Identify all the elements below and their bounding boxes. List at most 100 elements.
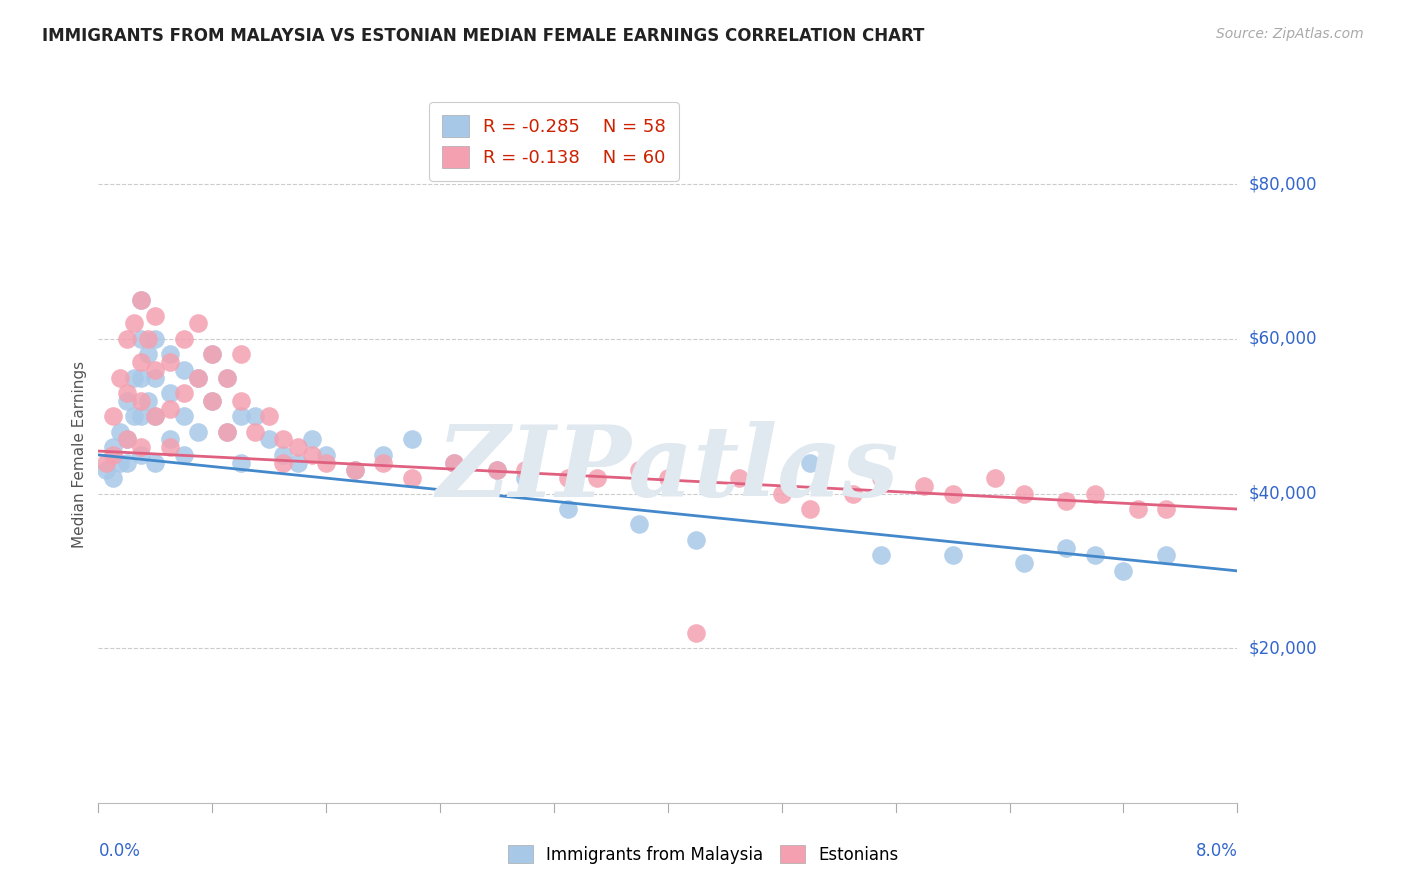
Point [108,425,131,439]
Text: $40,000: $40,000 [1249,484,1317,502]
Point [159,355,181,369]
Y-axis label: Median Female Earnings: Median Female Earnings [72,361,87,549]
Point [136,347,159,361]
Point [443,456,465,470]
Point [870,471,893,485]
Point [315,448,337,462]
Point [685,533,707,547]
Text: 8.0%: 8.0% [1195,842,1237,860]
Point [129,440,152,454]
Point [115,433,138,447]
Point [129,355,152,369]
Point [799,502,821,516]
Point [315,456,337,470]
Point [685,625,707,640]
Point [145,363,167,377]
Point [942,486,965,500]
Point [515,471,537,485]
Point [215,370,238,384]
Point [301,448,323,462]
Point [657,471,679,485]
Point [243,425,266,439]
Point [129,370,152,384]
Point [301,433,323,447]
Point [215,370,238,384]
Point [187,370,209,384]
Point [443,456,465,470]
Point [122,317,145,331]
Point [115,386,138,401]
Point [273,456,295,470]
Point [1056,494,1078,508]
Point [229,456,252,470]
Point [870,549,893,563]
Point [201,393,224,408]
Point [229,409,252,424]
Legend: R = -0.285    N = 58, R = -0.138    N = 60: R = -0.285 N = 58, R = -0.138 N = 60 [429,103,679,180]
Point [1154,502,1177,516]
Point [159,347,181,361]
Point [159,401,181,416]
Point [145,409,167,424]
Point [108,370,131,384]
Point [129,293,152,308]
Point [942,549,965,563]
Point [557,471,579,485]
Point [129,409,152,424]
Point [159,386,181,401]
Point [101,409,124,424]
Point [912,479,935,493]
Point [770,486,793,500]
Point [94,456,117,470]
Point [115,332,138,346]
Point [136,332,159,346]
Point [1084,486,1107,500]
Point [287,440,309,454]
Point [187,425,209,439]
Point [243,409,266,424]
Point [201,393,224,408]
Point [129,393,152,408]
Point [1084,549,1107,563]
Point [173,448,195,462]
Point [371,448,394,462]
Point [628,463,651,477]
Point [94,463,117,477]
Legend: Immigrants from Malaysia, Estonians: Immigrants from Malaysia, Estonians [501,838,905,871]
Point [187,317,209,331]
Text: 0.0%: 0.0% [98,842,141,860]
Text: $20,000: $20,000 [1249,640,1317,657]
Point [486,463,509,477]
Point [129,448,152,462]
Point [259,433,281,447]
Point [287,456,309,470]
Text: $80,000: $80,000 [1249,176,1317,194]
Point [273,433,295,447]
Point [129,293,152,308]
Point [215,425,238,439]
Point [145,370,167,384]
Point [173,332,195,346]
Point [122,370,145,384]
Point [229,393,252,408]
Point [1012,486,1035,500]
Point [585,471,607,485]
Text: IMMIGRANTS FROM MALAYSIA VS ESTONIAN MEDIAN FEMALE EARNINGS CORRELATION CHART: IMMIGRANTS FROM MALAYSIA VS ESTONIAN MED… [42,27,925,45]
Text: ZIPatlas: ZIPatlas [437,421,898,517]
Point [728,471,751,485]
Point [215,425,238,439]
Point [101,471,124,485]
Point [1126,502,1149,516]
Point [159,433,181,447]
Point [159,440,181,454]
Point [1154,549,1177,563]
Point [628,517,651,532]
Point [515,463,537,477]
Point [984,471,1007,485]
Point [101,448,124,462]
Point [259,409,281,424]
Point [173,363,195,377]
Point [108,456,131,470]
Text: $60,000: $60,000 [1249,330,1317,348]
Point [101,440,124,454]
